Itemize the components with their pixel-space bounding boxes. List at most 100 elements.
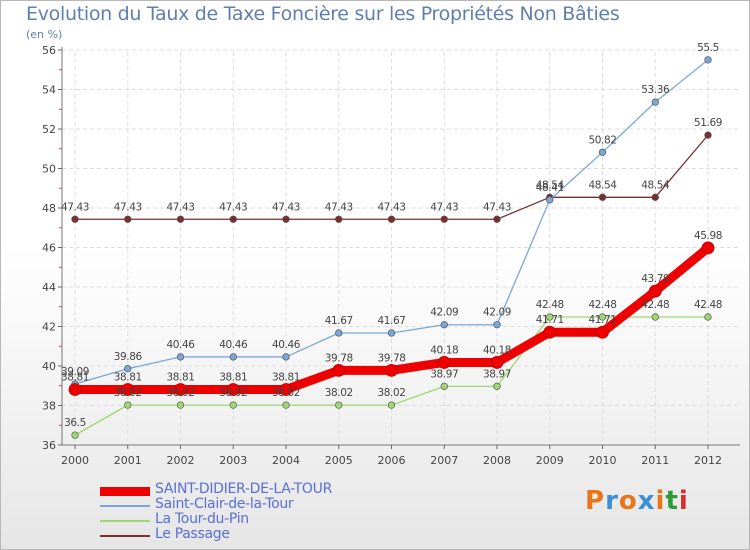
data-label: 47.43 [114,201,142,213]
data-label: 40.46 [272,339,301,351]
x-tick-label: 2006 [378,454,406,467]
data-point [701,241,715,255]
data-point [279,383,293,396]
data-label: 55.5 [697,42,719,54]
y-tick-label: 44 [42,281,56,294]
legend-label: Saint-Clair-de-la-Tour [155,496,294,512]
data-label: 38.97 [430,368,458,380]
data-point [385,363,398,377]
data-label: 40.18 [430,344,458,356]
data-label: 42.48 [536,299,564,311]
data-label: 41.71 [536,314,564,326]
data-label: 40.18 [483,344,511,356]
x-tick-label: 2010 [589,454,617,467]
data-label: 48.54 [536,179,565,191]
data-label: 38.81 [166,372,194,384]
data-label: 39.86 [114,351,143,363]
legend-label: Le Passage [155,526,230,542]
x-tick-label: 2011 [641,454,669,467]
data-point [176,215,185,223]
data-point [651,98,659,106]
data-point [387,329,396,337]
y-tick-label: 36 [42,439,56,452]
y-tick-label: 50 [42,163,56,176]
legend-item: Le Passage [100,526,430,544]
y-tick-label: 38 [42,400,56,413]
proxiti-logo: Proxiti [585,486,689,516]
y-tick-label: 48 [42,202,56,215]
data-label: 51.69 [694,117,722,129]
data-point [387,215,396,223]
data-point [226,383,240,396]
data-label: 38.81 [219,372,247,384]
data-point [493,321,501,329]
x-tick-label: 2001 [114,454,142,467]
data-point [124,215,132,223]
legend-swatch [100,486,150,496]
data-point [598,313,607,321]
data-point [124,365,132,373]
data-point [71,431,79,439]
data-label: 42.48 [694,299,722,311]
data-point [229,215,237,223]
data-label: 48.41 [536,182,564,194]
data-label: 43.79 [641,273,669,285]
data-point [121,383,135,396]
data-point [598,193,607,201]
x-tick-label: 2009 [536,454,564,467]
data-label: 38.02 [114,387,142,399]
data-label: 45.98 [694,230,722,242]
data-label: 47.43 [377,201,405,213]
data-label: 47.43 [272,201,300,213]
data-point [387,401,396,409]
data-label: 38.02 [272,387,300,399]
data-label: 38.02 [325,387,353,399]
data-point [651,313,659,321]
data-label: 48.54 [588,179,617,191]
logo-letter: i [655,486,666,516]
data-label: 53.36 [641,84,670,96]
data-point [493,215,501,223]
y-tick-label: 56 [42,44,56,57]
data-point [440,321,448,329]
y-tick-label: 54 [42,84,56,97]
data-label: 40.46 [166,339,195,351]
logo-letter: x [637,486,656,516]
unit-label: (en %) [26,28,63,41]
data-point [704,313,712,321]
data-label: 38.02 [219,387,247,399]
legend-item: SAINT-DIDIER-DE-LA-TOUR [100,481,430,499]
data-point [546,196,554,204]
data-point [174,383,187,396]
data-point [71,215,79,223]
x-tick-label: 2002 [167,454,195,467]
data-label: 47.43 [61,201,89,213]
data-point [176,401,185,409]
data-label: 38.81 [114,372,142,384]
data-point [598,148,607,156]
data-point [704,56,712,64]
data-label: 47.43 [166,201,194,213]
legend-item: La Tour-du-Pin [100,511,430,529]
legend-swatch [100,520,150,522]
data-point [440,215,448,223]
logo-letter: r [605,486,619,516]
data-label: 39.78 [377,352,405,364]
data-point [176,353,185,361]
x-tick-label: 2007 [430,454,458,467]
data-label: 40.46 [219,339,248,351]
data-label: 41.67 [325,315,353,327]
logo-letter: o [618,486,638,516]
x-tick-label: 2005 [325,454,353,467]
logo-letter: P [585,486,606,516]
data-label: 42.48 [588,299,616,311]
legend-item: Saint-Clair-de-la-Tour [100,496,430,514]
data-label: 38.81 [61,372,89,384]
data-point [651,193,659,201]
data-label: 39.78 [325,352,353,364]
y-tick-label: 40 [42,360,56,373]
data-label: 47.43 [219,201,247,213]
data-point [490,356,504,369]
data-point [335,329,343,337]
